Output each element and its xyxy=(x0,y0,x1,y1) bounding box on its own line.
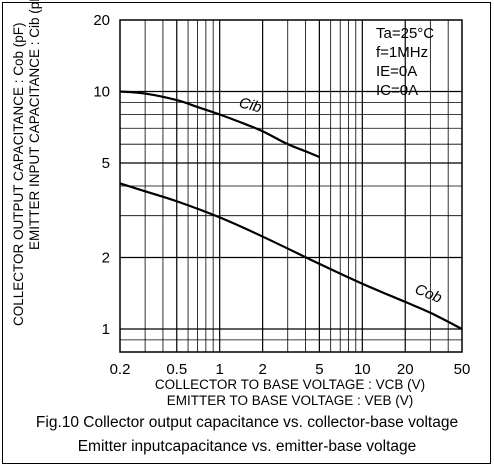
plot-area-border xyxy=(119,19,463,353)
condition-ic: IC=0A xyxy=(376,82,419,99)
x-tick-label: 5 xyxy=(315,361,323,378)
x-tick-label: 50 xyxy=(454,361,471,378)
x-tick-label: 0.2 xyxy=(110,361,131,378)
series-line-cob xyxy=(119,182,463,330)
chart-series xyxy=(119,90,463,330)
y-tick-label: 10 xyxy=(93,83,110,100)
x-tick-label: 0.5 xyxy=(166,361,187,378)
y-tick-label: 5 xyxy=(102,155,110,172)
tick-labels: 0.2 0.5 1 2 5 10 20 50 1 2 5 10 20 xyxy=(93,12,470,378)
figure-frame xyxy=(2,2,491,464)
x-tick-label: 2 xyxy=(258,361,266,378)
series-line-cib xyxy=(119,90,320,158)
y-tick-label: 20 xyxy=(93,12,110,29)
x-tick-label: 20 xyxy=(397,361,414,378)
figure-caption-line1: Fig.10 Collector output capacitance vs. … xyxy=(35,414,459,431)
y-axis-title-line1: COLLECTOR OUTPUT CAPACITANCE : Cob (pF) xyxy=(11,22,26,326)
chart-grid xyxy=(120,20,462,352)
x-axis-title-line1: COLLECTOR TO BASE VOLTAGE : VCB (V) xyxy=(154,377,426,392)
y-tick-label: 1 xyxy=(102,321,110,338)
conditions-legend: Ta=25°C f=1MHz IE=0A IC=0A xyxy=(376,24,434,100)
condition-ie: IE=0A xyxy=(376,63,418,80)
figure-caption-line2: Emitter inputcapacitance vs. emitter-bas… xyxy=(77,438,417,455)
condition-f: f=1MHz xyxy=(376,44,429,61)
series-label-cob: Cob xyxy=(412,281,444,307)
x-axis-title-line2: EMITTER TO BASE VOLTAGE : VEB (V) xyxy=(166,393,414,408)
x-tick-label: 10 xyxy=(354,361,371,378)
condition-ta: Ta=25°C xyxy=(376,25,435,42)
x-tick-label: 1 xyxy=(216,361,224,378)
series-label-cib: Cib xyxy=(237,94,263,116)
y-tick-label: 2 xyxy=(102,249,110,266)
y-axis-title-line2: EMITTER INPUT CAPACITANCE : Cib (pF) xyxy=(27,0,42,250)
